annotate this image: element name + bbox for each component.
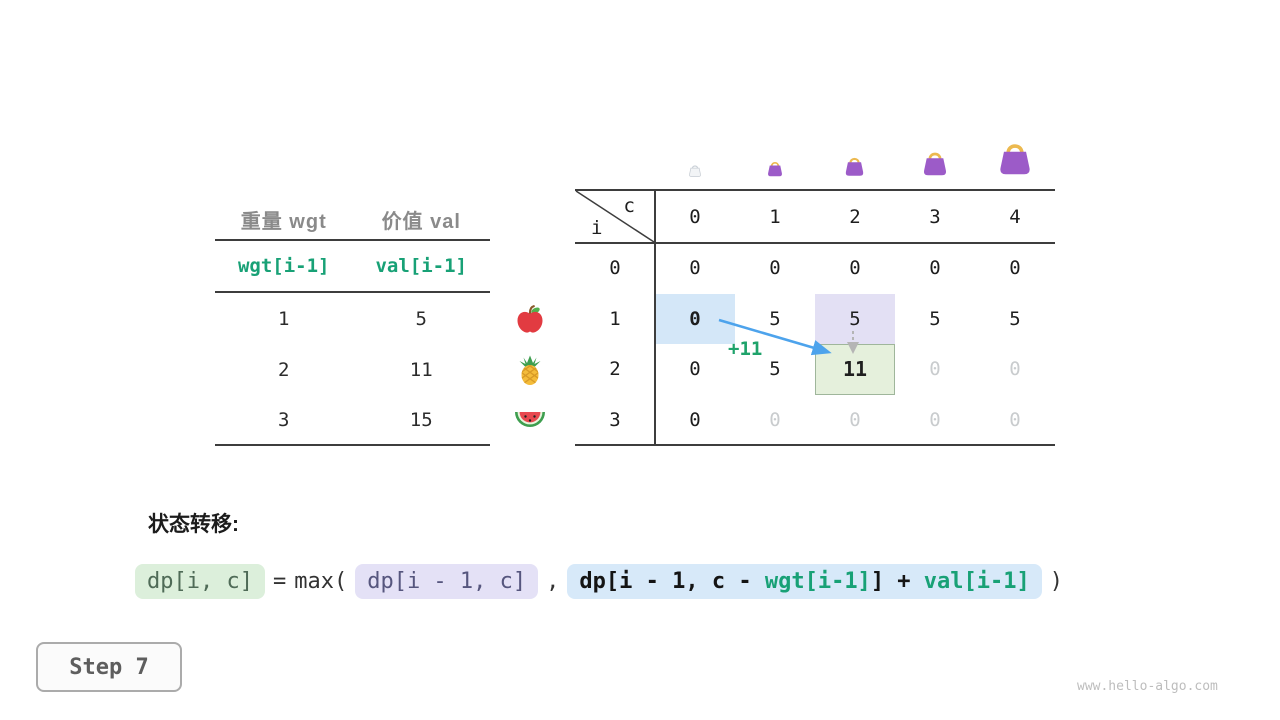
dp-col-axis-label: c <box>623 195 635 217</box>
divider <box>575 242 1055 244</box>
step-indicator: Step 7 <box>36 642 182 692</box>
bag-xs-icon <box>765 159 785 178</box>
formula-lhs-pill: dp[i, c] <box>135 563 265 599</box>
dp-corner-cell: c i <box>575 190 655 243</box>
dp-col-header-1: 1 <box>769 205 781 228</box>
dp-cell-0-3: 0 <box>929 257 941 280</box>
divider <box>575 444 1055 446</box>
item-2-weight: 2 <box>278 359 290 381</box>
dp-cell-1-1: 5 <box>769 307 781 330</box>
formula-take-option-pill: dp[i - 1, c - wgt[i-1]] + val[i-1] <box>567 563 1042 599</box>
item-3-value: 15 <box>409 409 433 431</box>
bag-sm-icon <box>842 154 867 178</box>
item-row-2: 2 11 <box>215 345 490 395</box>
formula-comma: , <box>546 568 560 594</box>
dp-cell-3-2: 0 <box>849 408 861 431</box>
dp-row-header-2: 2 <box>609 358 621 381</box>
dp-row-header-1: 1 <box>609 307 621 330</box>
empty-bag-icon <box>687 163 703 178</box>
dp-cell-3-4: 0 <box>1009 408 1021 431</box>
watermark: www.hello-algo.com <box>1077 679 1218 694</box>
subheader-val: val[i-1] <box>375 255 467 277</box>
dp-cell-0-1: 0 <box>769 257 781 280</box>
divider <box>215 239 490 241</box>
formula-close-paren: ) <box>1049 568 1064 594</box>
col-header-weight: 重量 wgt <box>240 210 327 233</box>
divider <box>215 444 490 446</box>
watermelon-icon <box>513 408 547 434</box>
item-1-weight: 1 <box>278 308 290 330</box>
divider <box>654 190 656 445</box>
dp-cell-2-0: 0 <box>689 358 701 381</box>
dp-cell-1-4: 5 <box>1009 307 1021 330</box>
dp-table: c i 0 1 2 3 4 0 0 0 0 0 0 1 0 5 5 5 5 2 … <box>575 190 1055 445</box>
formula-max-open: max( <box>294 568 348 594</box>
dp-col-header-0: 0 <box>689 205 701 228</box>
apple-icon <box>514 303 546 335</box>
dp-cell-3-3: 0 <box>929 408 941 431</box>
dp-row-header-3: 3 <box>609 408 621 431</box>
dp-cell-1-2-keep-source: 5 <box>815 293 895 344</box>
bag-md-icon <box>919 148 951 178</box>
dp-cell-2-4: 0 <box>1009 358 1021 381</box>
dp-cell-2-3: 0 <box>929 358 941 381</box>
formula-equals: = <box>272 568 287 594</box>
item-row-3: 3 15 <box>215 395 490 445</box>
item-row-1: 1 5 <box>215 294 490 344</box>
dp-col-header-4: 4 <box>1009 205 1021 228</box>
dp-cell-0-0: 0 <box>689 257 701 280</box>
items-table-header: 重量 wgt 价值 val <box>215 199 490 239</box>
item-1-value: 5 <box>415 308 427 330</box>
plus-value-annotation: +11 <box>728 338 763 360</box>
dp-row-header-0: 0 <box>609 257 621 280</box>
formula-take-infix: ] + <box>870 568 924 594</box>
dp-col-header-2: 2 <box>849 205 861 228</box>
state-transition-heading: 状态转移: <box>148 513 239 536</box>
dp-cell-3-0: 0 <box>689 408 701 431</box>
item-3-weight: 3 <box>278 409 290 431</box>
bag-lg-icon <box>994 138 1036 178</box>
dp-cell-1-0-take-source: 0 <box>655 293 735 344</box>
items-table-subheader: wgt[i-1] val[i-1] <box>215 243 490 289</box>
item-2-value: 11 <box>409 359 433 381</box>
formula-take-wgt: wgt[i-1] <box>764 568 871 594</box>
dp-cell-2-2-current: 11 <box>815 344 895 395</box>
dp-col-header-3: 3 <box>929 205 941 228</box>
transition-formula: dp[i, c] = max( dp[i - 1, c] , dp[i - 1,… <box>135 559 1063 603</box>
dp-cell-0-2: 0 <box>849 257 861 280</box>
subheader-wgt: wgt[i-1] <box>237 255 330 277</box>
divider <box>215 291 490 293</box>
dp-cell-2-1: 5 <box>769 358 781 381</box>
formula-keep-option-pill: dp[i - 1, c] <box>355 563 539 599</box>
dp-cell-1-3: 5 <box>929 307 941 330</box>
divider <box>575 189 1055 191</box>
dp-cell-0-4: 0 <box>1009 257 1021 280</box>
pineapple-icon <box>514 354 546 386</box>
dp-row-axis-label: i <box>591 217 603 239</box>
formula-take-prefix: dp[i - 1, c - <box>579 568 765 594</box>
formula-take-val: val[i-1] <box>923 568 1030 594</box>
dp-cell-3-1: 0 <box>769 408 781 431</box>
col-header-value: 价值 val <box>381 210 461 233</box>
